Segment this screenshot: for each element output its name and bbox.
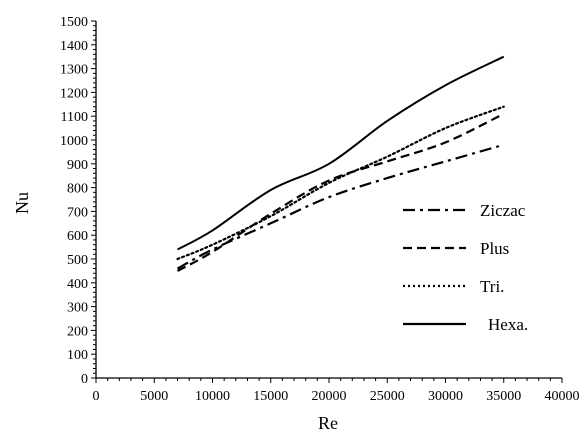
legend-label: Plus: [480, 239, 509, 258]
plot-lines: [176, 55, 505, 272]
series-line-hexa: [177, 55, 505, 251]
y-tick-label: 200: [67, 324, 88, 339]
legend-label: Hexa.: [488, 315, 528, 334]
y-tick-label: 1500: [60, 15, 88, 30]
x-tick-label: 25000: [370, 389, 405, 404]
y-tick-label: 300: [67, 301, 88, 316]
y-tick-label: 1000: [60, 134, 88, 149]
y-tick-label: 1200: [60, 86, 88, 101]
y-tick-label: 500: [67, 253, 88, 268]
y-tick-label: 1400: [60, 39, 88, 54]
y-tick-label: 600: [67, 229, 88, 244]
x-tick-label: 0: [93, 389, 100, 404]
legend-label: Ziczac: [480, 201, 526, 220]
y-tick-label: 700: [67, 205, 88, 220]
y-tick-label: 0: [81, 372, 88, 387]
x-tick-label: 15000: [253, 389, 288, 404]
y-axis-title: Nu: [12, 192, 32, 214]
axes: 0 100 200 300 400 500 600 700 800 900 1000 1100 1200…: [60, 15, 580, 404]
y-tick-label: 400: [67, 277, 88, 292]
x-tick-label: 40000: [545, 389, 580, 404]
x-tick-label: 35000: [486, 389, 521, 404]
series-line-plus: [177, 112, 505, 272]
x-tick-label: 5000: [140, 389, 168, 404]
series-line-ziczac: [177, 143, 505, 270]
x-tick-label: 30000: [428, 389, 463, 404]
series-line-tri: [176, 105, 505, 261]
y-tick-label: 900: [67, 158, 88, 173]
x-tick-label: 20000: [312, 389, 347, 404]
y-tick-label: 1300: [60, 63, 88, 78]
x-axis-title: Re: [318, 413, 338, 433]
legend: Ziczac Plus Tri. Hexa.: [403, 201, 528, 334]
x-tick-label: 10000: [195, 389, 230, 404]
y-tick-label: 100: [67, 348, 88, 363]
legend-label: Tri.: [480, 277, 504, 296]
y-tick-label: 1100: [61, 110, 88, 125]
y-tick-label: 800: [67, 182, 88, 197]
